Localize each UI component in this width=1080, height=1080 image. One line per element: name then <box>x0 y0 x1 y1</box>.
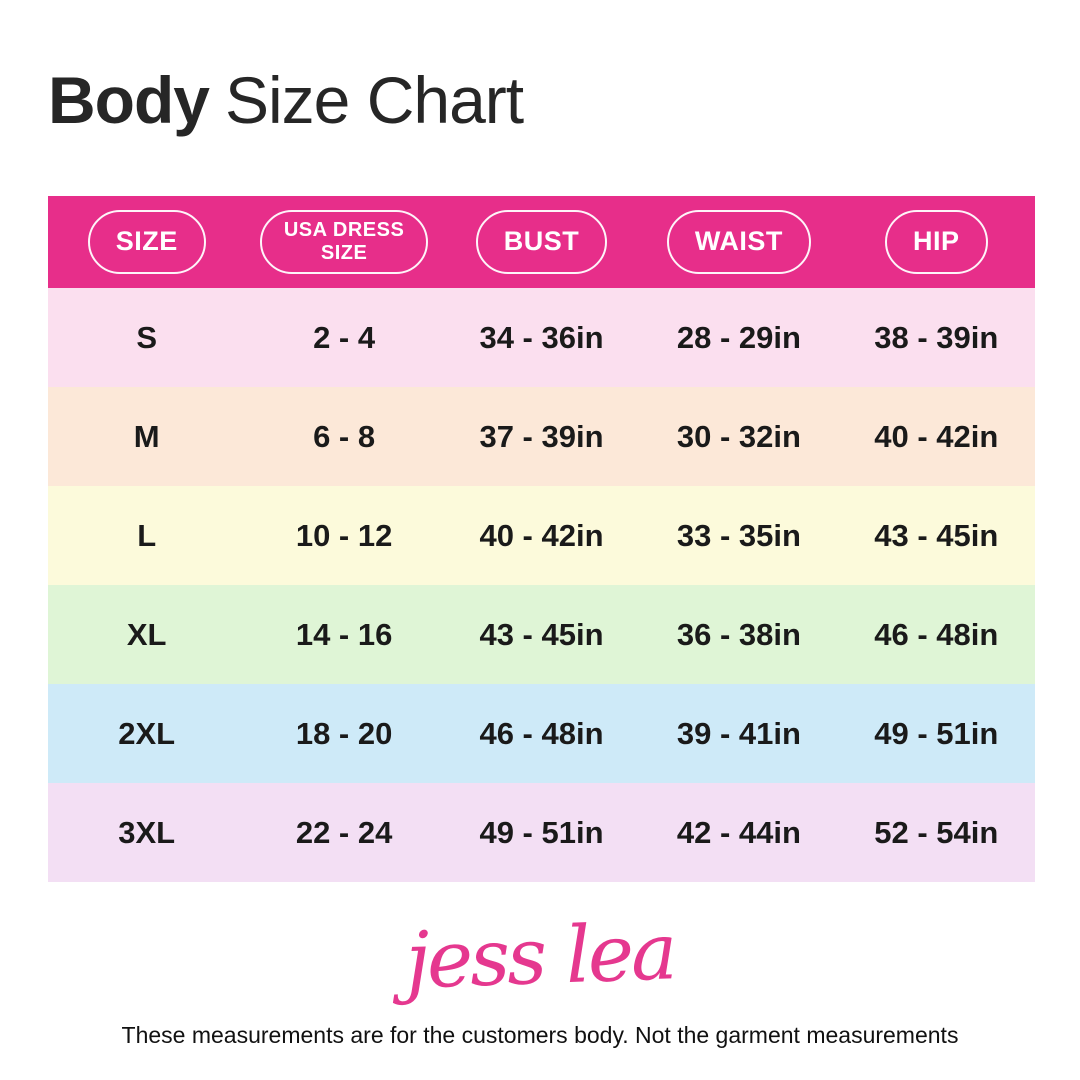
disclaimer-text: These measurements are for the customers… <box>121 1022 959 1048</box>
size-row-l: L 10 - 12 40 - 42in 33 - 35in 43 - 45in <box>48 486 1035 585</box>
bust-column-pill: BUST <box>475 210 608 274</box>
table-cell: L <box>137 517 157 553</box>
table-cell: 33 - 35in <box>676 517 801 553</box>
table-cell: 14 - 16 <box>295 616 393 652</box>
header-cell-bust: BUST <box>443 196 640 288</box>
table-cell: 34 - 36in <box>479 319 604 355</box>
table-cell: 42 - 44in <box>676 814 801 850</box>
size-row-3xl: 3XL 22 - 24 49 - 51in 42 - 44in 52 - 54i… <box>48 783 1035 882</box>
table-cell: 39 - 41in <box>676 715 801 751</box>
header-cell-hip: HIP <box>838 196 1035 288</box>
header-cell-usa-dress-size: USA DRESS SIZE <box>245 196 442 288</box>
hip-column-pill: HIP <box>885 210 988 274</box>
table-cell: 30 - 32in <box>676 418 801 454</box>
table-cell: 49 - 51in <box>479 814 604 850</box>
header-cell-size: SIZE <box>48 196 245 288</box>
table-cell: 28 - 29in <box>676 319 801 355</box>
page-title-rest: Size Chart <box>225 63 524 137</box>
table-cell: 40 - 42in <box>479 517 604 553</box>
table-cell: 2XL <box>118 715 176 751</box>
table-cell: 52 - 54in <box>874 814 999 850</box>
size-column-pill: SIZE <box>87 210 206 274</box>
size-row-xl: XL 14 - 16 43 - 45in 36 - 38in 46 - 48in <box>48 585 1035 684</box>
page-title-bold: Body <box>48 63 210 137</box>
table-cell: 38 - 39in <box>874 319 999 355</box>
table-cell: 36 - 38in <box>676 616 801 652</box>
table-cell: 43 - 45in <box>874 517 999 553</box>
table-cell: 10 - 12 <box>295 517 393 553</box>
waist-column-pill: WAIST <box>666 210 811 274</box>
table-cell: 49 - 51in <box>874 715 999 751</box>
header-cell-waist: WAIST <box>640 196 837 288</box>
size-row-s: S 2 - 4 34 - 36in 28 - 29in 38 - 39in <box>48 288 1035 387</box>
table-cell: S <box>136 319 158 355</box>
page-title: Body Size Chart <box>48 62 524 138</box>
table-cell: XL <box>126 616 167 652</box>
size-row-2xl: 2XL 18 - 20 46 - 48in 39 - 41in 49 - 51i… <box>48 684 1035 783</box>
table-cell: 46 - 48in <box>874 616 999 652</box>
usa-dress-size-column-pill: USA DRESS SIZE <box>260 210 429 274</box>
table-cell: 43 - 45in <box>479 616 604 652</box>
table-cell: 2 - 4 <box>313 319 376 355</box>
table-cell: 46 - 48in <box>479 715 604 751</box>
table-cell: 40 - 42in <box>874 418 999 454</box>
table-cell: 18 - 20 <box>295 715 393 751</box>
size-table: SIZE USA DRESS SIZE BUST WAIST HIP S 2 -… <box>48 196 1035 882</box>
table-cell: 22 - 24 <box>295 814 393 850</box>
table-cell: 37 - 39in <box>479 418 604 454</box>
jess-lea-brand-signature: jess lea <box>404 907 676 1007</box>
table-header-row: SIZE USA DRESS SIZE BUST WAIST HIP <box>48 196 1035 288</box>
size-row-m: M 6 - 8 37 - 39in 30 - 32in 40 - 42in <box>48 387 1035 486</box>
table-cell: 6 - 8 <box>313 418 376 454</box>
table-cell: M <box>133 418 160 454</box>
table-cell: 3XL <box>118 814 176 850</box>
